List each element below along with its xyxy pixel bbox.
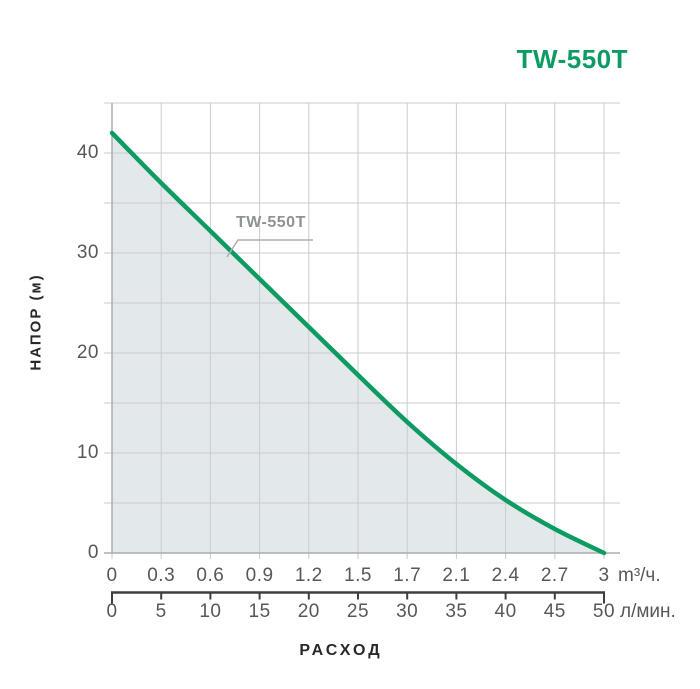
page-title: TW-550T xyxy=(516,44,628,74)
curve-label-leader-line xyxy=(226,239,313,258)
xtick-label: 1.7 xyxy=(393,565,422,586)
xtick-label: 0 xyxy=(106,565,118,586)
ytick-label: 40 xyxy=(76,142,99,163)
xtick-label: 2.4 xyxy=(491,565,520,586)
pump-curve xyxy=(109,130,607,556)
xtick-label: 0.6 xyxy=(196,565,225,586)
xtick-label: 40 xyxy=(494,601,517,622)
xtick-label: 1.5 xyxy=(344,565,372,586)
y-axis-title: НАПОР (м) xyxy=(27,273,45,371)
ytick-label: 0 xyxy=(87,542,99,563)
xtick-label: 45 xyxy=(543,601,566,622)
xtick-label: 2.7 xyxy=(540,565,569,586)
curve-label: TW-550T xyxy=(236,214,306,231)
xtick-label: 1.2 xyxy=(294,565,323,586)
x-axis-unit-m3h: m³/ч. xyxy=(618,565,661,586)
xtick-label: 0.9 xyxy=(245,565,274,586)
ytick-label: 30 xyxy=(76,242,99,263)
xtick-label: 0 xyxy=(106,601,118,622)
xtick-label: 35 xyxy=(445,601,468,622)
xtick-label: 10 xyxy=(199,601,222,622)
xtick-label: 3 xyxy=(598,565,610,586)
xtick-label: 0.3 xyxy=(147,565,176,586)
ytick-label: 20 xyxy=(76,342,99,363)
xtick-label: 2.1 xyxy=(442,565,471,586)
xtick-label: 20 xyxy=(297,601,320,622)
x-axis-title: РАСХОД xyxy=(299,642,383,659)
ytick-label: 10 xyxy=(76,442,99,463)
xtick-label: 15 xyxy=(248,601,271,622)
xtick-label: 25 xyxy=(346,601,370,622)
curve-area-fill xyxy=(112,133,604,553)
xtick-label: 50 xyxy=(592,601,616,622)
xtick-label: 30 xyxy=(396,601,419,622)
x-axis-unit-lmin: л/мин. xyxy=(620,601,676,622)
xtick-label: 5 xyxy=(155,601,167,622)
